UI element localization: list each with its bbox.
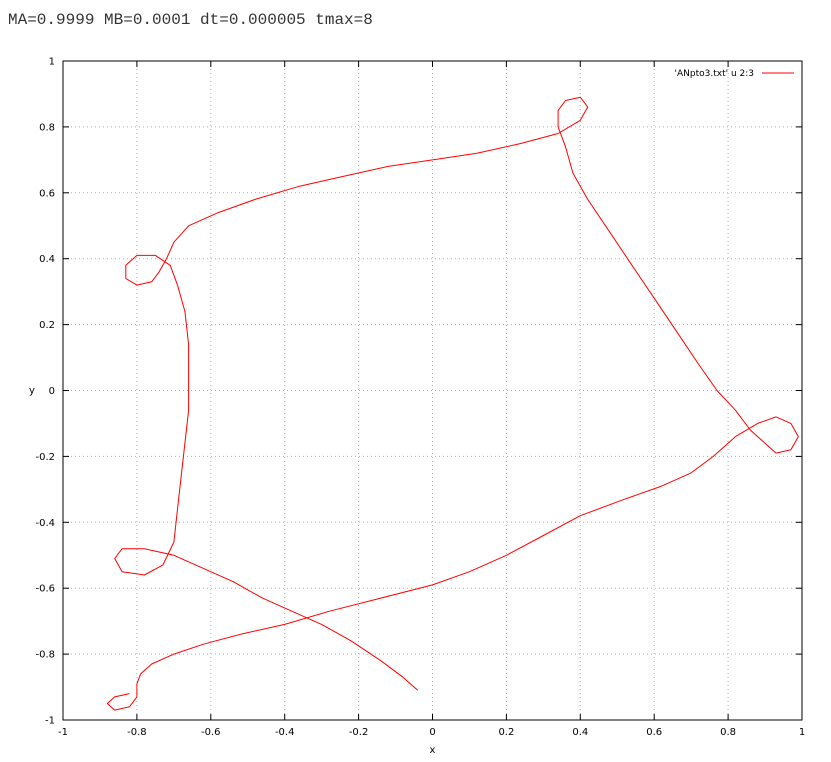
x-tick-label: 0 xyxy=(429,727,435,738)
plot-caption: MA=0.9999 MB=0.0001 dt=0.000005 tmax=8 xyxy=(8,11,373,29)
x-tick-label: -0.2 xyxy=(349,727,369,738)
y-tick-label: 0.4 xyxy=(39,254,55,265)
x-tick-label: -0.4 xyxy=(275,727,295,738)
y-tick-label: -0.4 xyxy=(35,518,55,529)
x-axis-label: x xyxy=(430,745,436,756)
y-tick-label: 0.2 xyxy=(39,320,55,331)
legend: 'ANpto3.txt' u 2:3 xyxy=(675,69,794,79)
x-tick-label: 0.6 xyxy=(646,727,662,738)
y-tick-label: -0.2 xyxy=(35,452,55,463)
y-tick-label: -0.8 xyxy=(35,650,55,661)
y-tick-label: -0.6 xyxy=(35,584,55,595)
x-tick-label: 1 xyxy=(799,727,805,738)
x-tick-label: 0.2 xyxy=(498,727,514,738)
x-tick-label: -0.8 xyxy=(127,727,147,738)
x-tick-labels: -1 -0.8 -0.6 -0.4 -0.2 0 0.2 0.4 0.6 0.8 1 xyxy=(58,727,805,738)
x-tick-label: -0.6 xyxy=(201,727,221,738)
y-tick-labels: -1 -0.8 -0.6 -0.4 -0.2 0 0.2 0.4 0.6 0.8 1 xyxy=(35,57,55,727)
x-tick-label: 0.8 xyxy=(720,727,736,738)
legend-entry-label: 'ANpto3.txt' u 2:3 xyxy=(675,69,754,79)
y-axis-label: y xyxy=(29,386,35,397)
x-tick-label: -1 xyxy=(58,727,68,738)
y-tick-label: 0 xyxy=(49,386,55,397)
y-tick-label: 0.6 xyxy=(39,188,55,199)
series-layer xyxy=(106,96,799,711)
x-tick-label: 0.4 xyxy=(572,727,588,738)
y-tick-label: -1 xyxy=(45,716,55,727)
ticks xyxy=(62,60,803,721)
y-tick-label: 0.8 xyxy=(39,122,55,133)
y-tick-label: 1 xyxy=(49,57,55,68)
series-line xyxy=(106,96,799,711)
